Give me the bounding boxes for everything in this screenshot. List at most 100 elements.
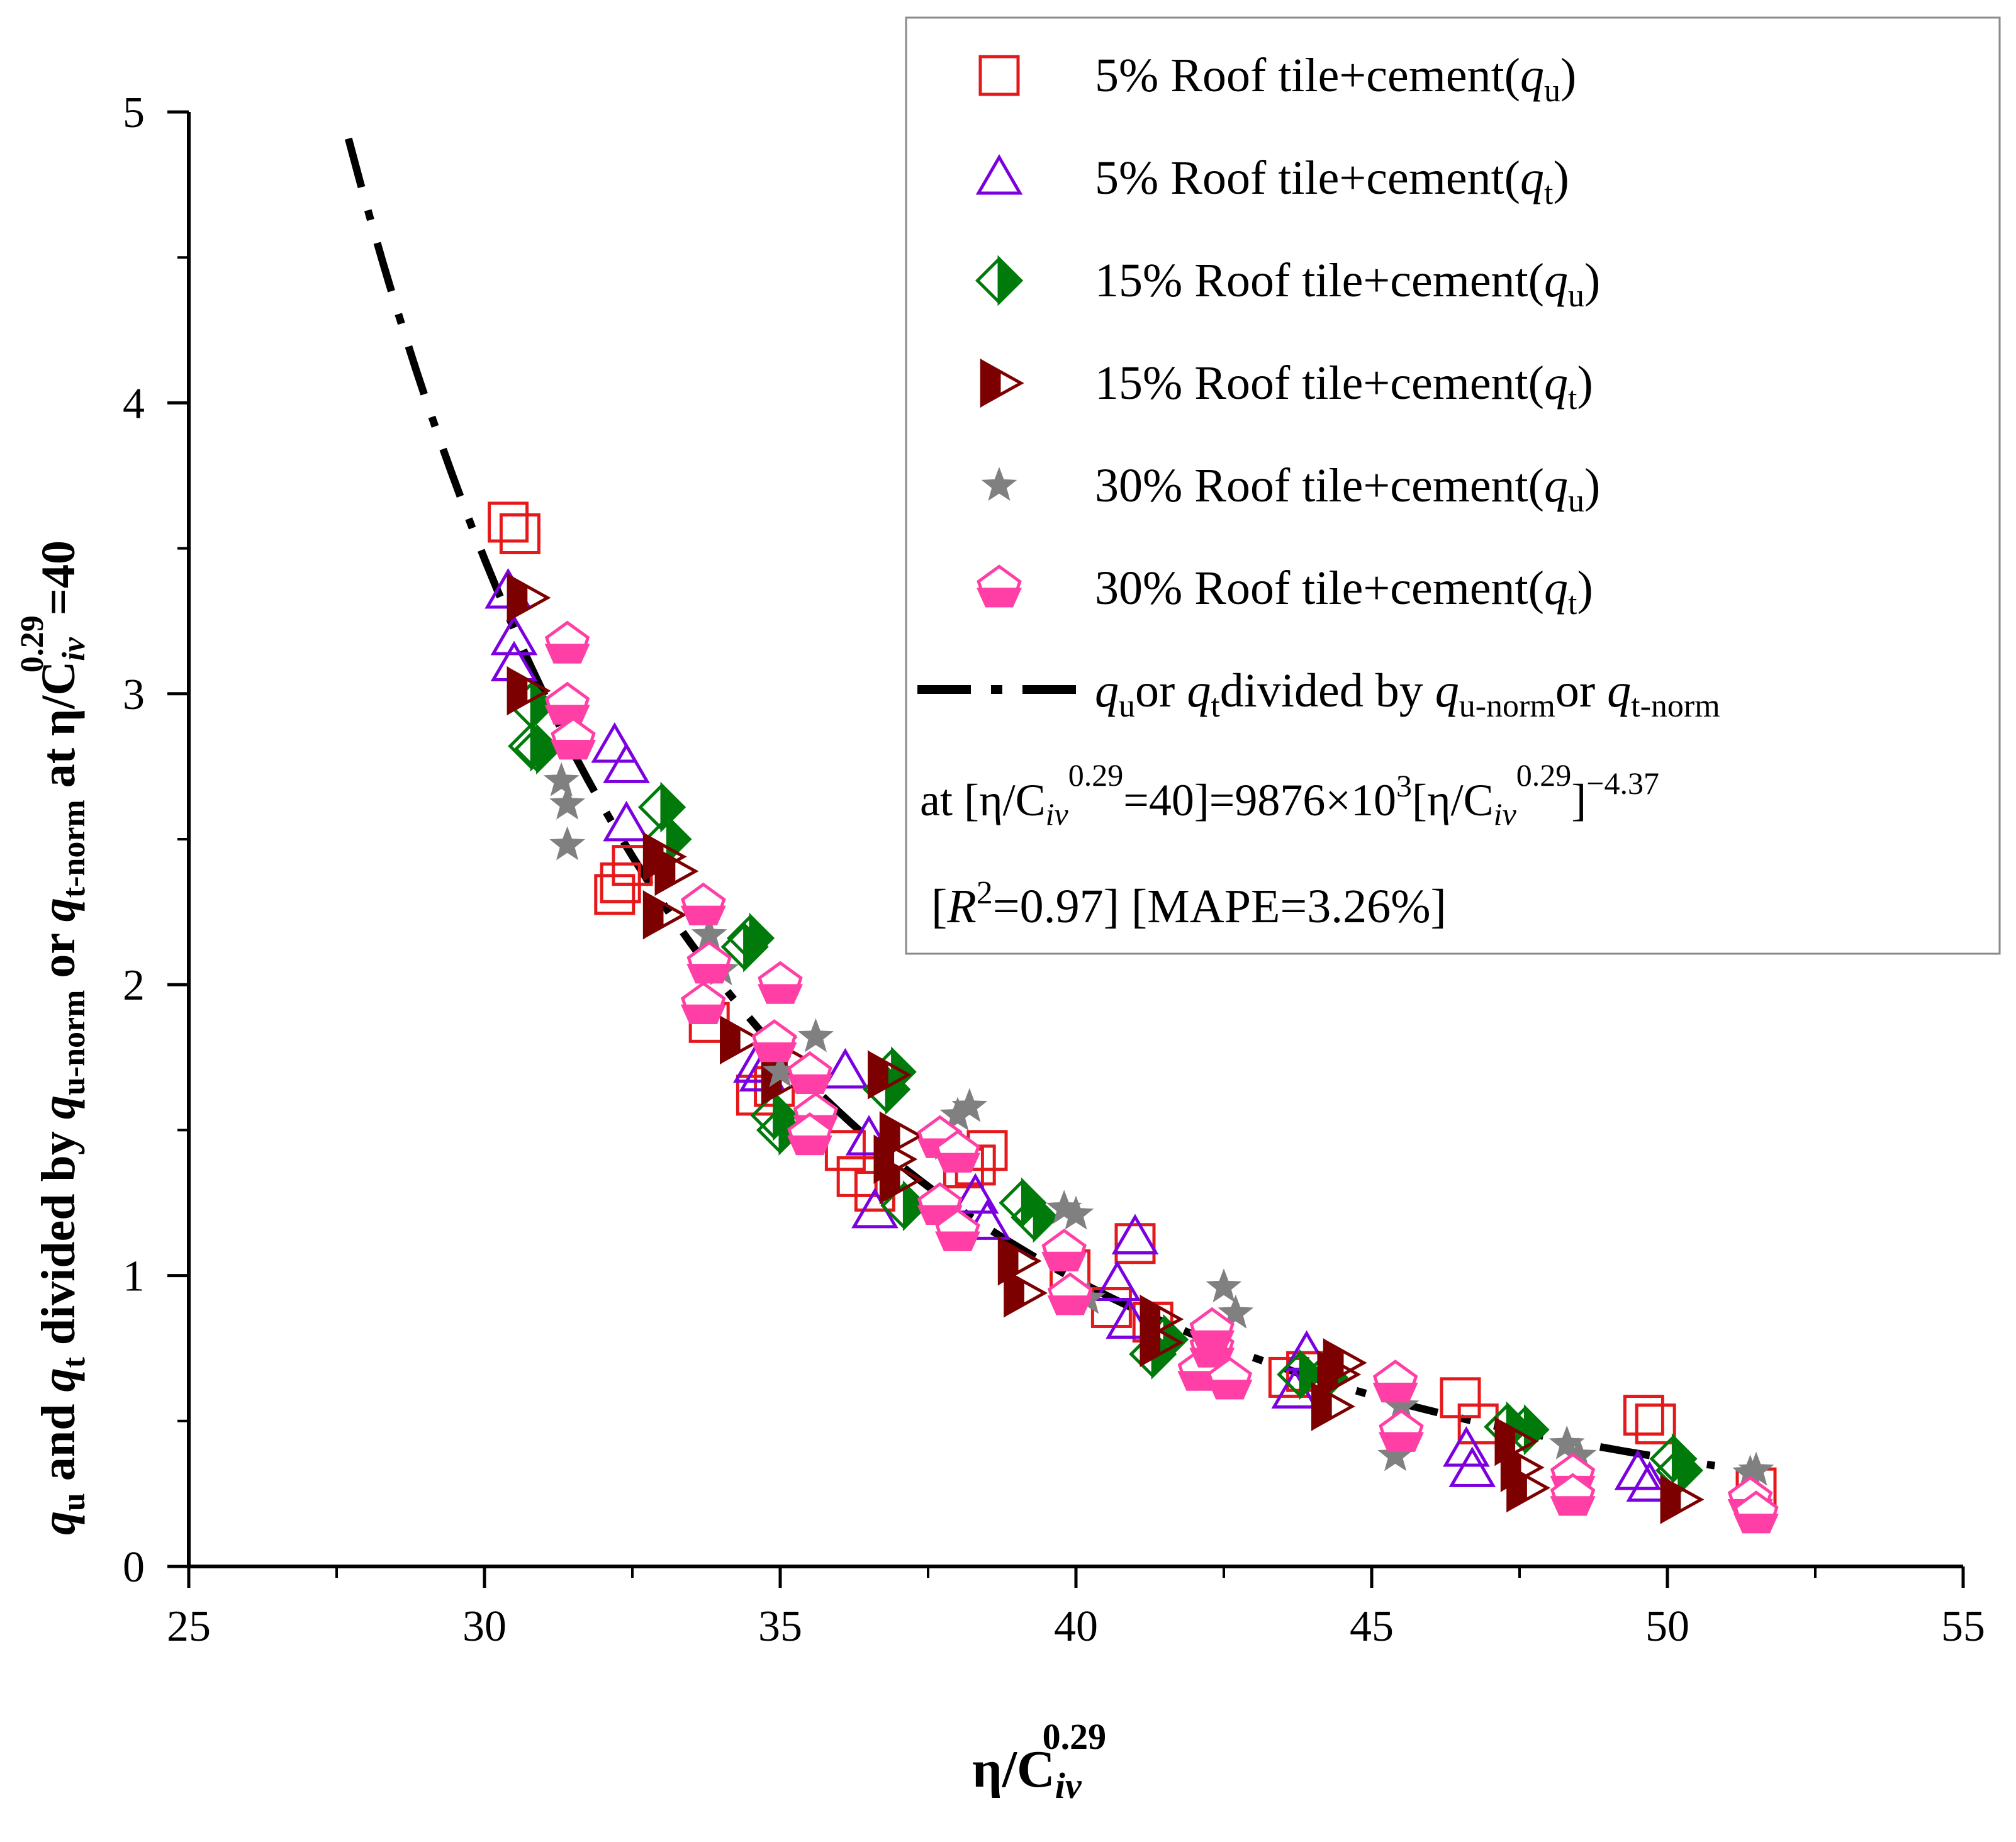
stats-R: R [946,880,976,933]
y-tick-label: 5 [123,89,145,137]
legend-fit-or2: or [1555,664,1607,717]
data-point-s30t [787,1112,832,1156]
legend-marker-s30u [981,467,1017,501]
legend-s15u-sub: u [1568,278,1584,314]
legend-entry-s5u: 5% Roof tile+cement(qu) [1095,49,1576,109]
data-point-s5u [488,501,529,543]
data-point-s15t [1506,1463,1551,1513]
y-tick-label: 0 [123,1543,145,1592]
data-point-s30u [951,1088,988,1122]
eq-part-d-sup: −4.37 [1586,766,1659,801]
legend-marker-s5u [978,55,1020,96]
data-point-s5t [1111,1214,1159,1254]
data-point-s15u [726,912,775,964]
data-point-s15t [1311,1382,1355,1431]
y-title-q4-sub: t-norm [56,800,92,898]
legend-s30u-text: 30% Roof tile+cement( [1095,459,1544,512]
y-title-or: or [32,922,85,990]
data-point-s30u [549,785,586,820]
data-point-s5t [1106,1298,1153,1339]
eq-part-a-sup: 0.29 [1068,757,1124,793]
legend-marker-s30t [977,564,1022,608]
legend-s30t-text: 30% Roof tile+cement( [1095,562,1544,615]
eq-part-c: [η/C [1412,775,1494,825]
points-layer [484,501,1779,1534]
eq-part-a: at [η/C [920,775,1046,825]
legend-fit-q3-sub: u-norm [1459,688,1555,724]
x-tick-label: 40 [1054,1602,1098,1651]
series-s15t [507,572,1705,1524]
eq-part-a-sub: iv [1046,796,1069,832]
data-point-s5u [824,1130,866,1171]
legend-fit-q2: q [1187,664,1211,717]
legend-frame [905,16,2001,955]
data-point-s30t [935,1208,980,1251]
legend-s5t-close: ) [1553,152,1569,204]
data-point-s30t [1733,1490,1779,1534]
stats-R-sup: 2 [977,875,993,911]
legend-fit-q1: q [1095,664,1119,717]
y-title-and: and [32,1392,85,1493]
legend-s15t-close: ) [1577,357,1593,410]
stats-rest: =0.97] [MAPE=3.26%] [993,880,1447,933]
data-point-s5t [963,1199,1011,1240]
legend-s30t-close: ) [1577,562,1593,615]
data-point-s15t [1004,1268,1048,1318]
y-title-q4: q [32,898,85,922]
legend-s30u-sub: u [1568,483,1584,519]
y-title-q3: q [32,1095,85,1119]
data-point-s30u [543,762,580,796]
legend-entry-s30t: 30% Roof tile+cement(qt) [1095,562,1593,622]
data-point-s5t [845,1115,893,1156]
legend-marker-s15t [980,358,1024,408]
eq-part-b-sup: 3 [1396,768,1412,803]
y-tick-label: 1 [123,1253,145,1301]
x-tick-label: 55 [1941,1602,1985,1651]
legend-s5u-sub: u [1544,73,1560,109]
data-point-s15t [507,666,551,716]
x-tick-label: 25 [167,1602,211,1651]
legend-s30t-q: q [1544,562,1568,615]
data-point-s30u [1206,1268,1242,1303]
legend-marker-s15u [975,255,1024,306]
legend-entry-s5t: 5% Roof tile+cement(qt) [1095,152,1569,211]
legend-fit-divided: divided by [1220,664,1435,717]
data-point-s5t [490,614,538,656]
data-point-s15t [642,890,687,940]
data-point-s30u [549,826,585,861]
data-point-s30t [751,1019,797,1063]
data-point-s15t [879,1154,924,1205]
legend-entry-s15u: 15% Roof tile+cement(qu) [1095,254,1600,314]
data-point-s30t [544,620,590,664]
data-point-s5u [1114,1223,1156,1264]
data-point-s30t [1047,1272,1093,1315]
data-point-s5t [1448,1446,1496,1487]
data-point-s5t [1626,1461,1674,1502]
y-ticks: 0 1 2 3 4 5 [123,89,189,1592]
data-point-s5u [594,874,636,915]
y-title-q2: q [32,1368,85,1392]
data-point-s15t [720,1015,764,1065]
data-point-s30t [787,1051,832,1094]
data-point-s15t [507,572,551,623]
data-point-s30t [1372,1359,1418,1403]
legend-equation: at [η/Civ0.29=40]=9876×103[η/Civ0.29]−4.… [920,757,1659,832]
legend-s5t-sub: t [1544,176,1554,211]
data-point-s15t [868,1050,912,1100]
stats-bracket: [ [931,880,947,933]
x-tick-label: 30 [462,1602,507,1651]
y-tick-label: 2 [123,961,145,1010]
y-tick-label: 3 [123,671,145,719]
y-title-divided-by: divided by [32,1119,85,1357]
x-axis-title-sub: iv [1055,1765,1082,1806]
data-point-s30u [798,1018,834,1052]
legend: 5% Roof tile+cement(qu) 5% Roof tile+cem… [905,16,2001,955]
data-point-s15t [654,846,699,896]
data-point-s30u [1738,1451,1774,1486]
data-point-s30t [686,941,732,984]
data-point-s30t [1041,1229,1087,1271]
legend-entry-fit: quor qtdivided by qu-normor qt-norm [1095,664,1720,724]
legend-s30u-q: q [1544,459,1568,512]
